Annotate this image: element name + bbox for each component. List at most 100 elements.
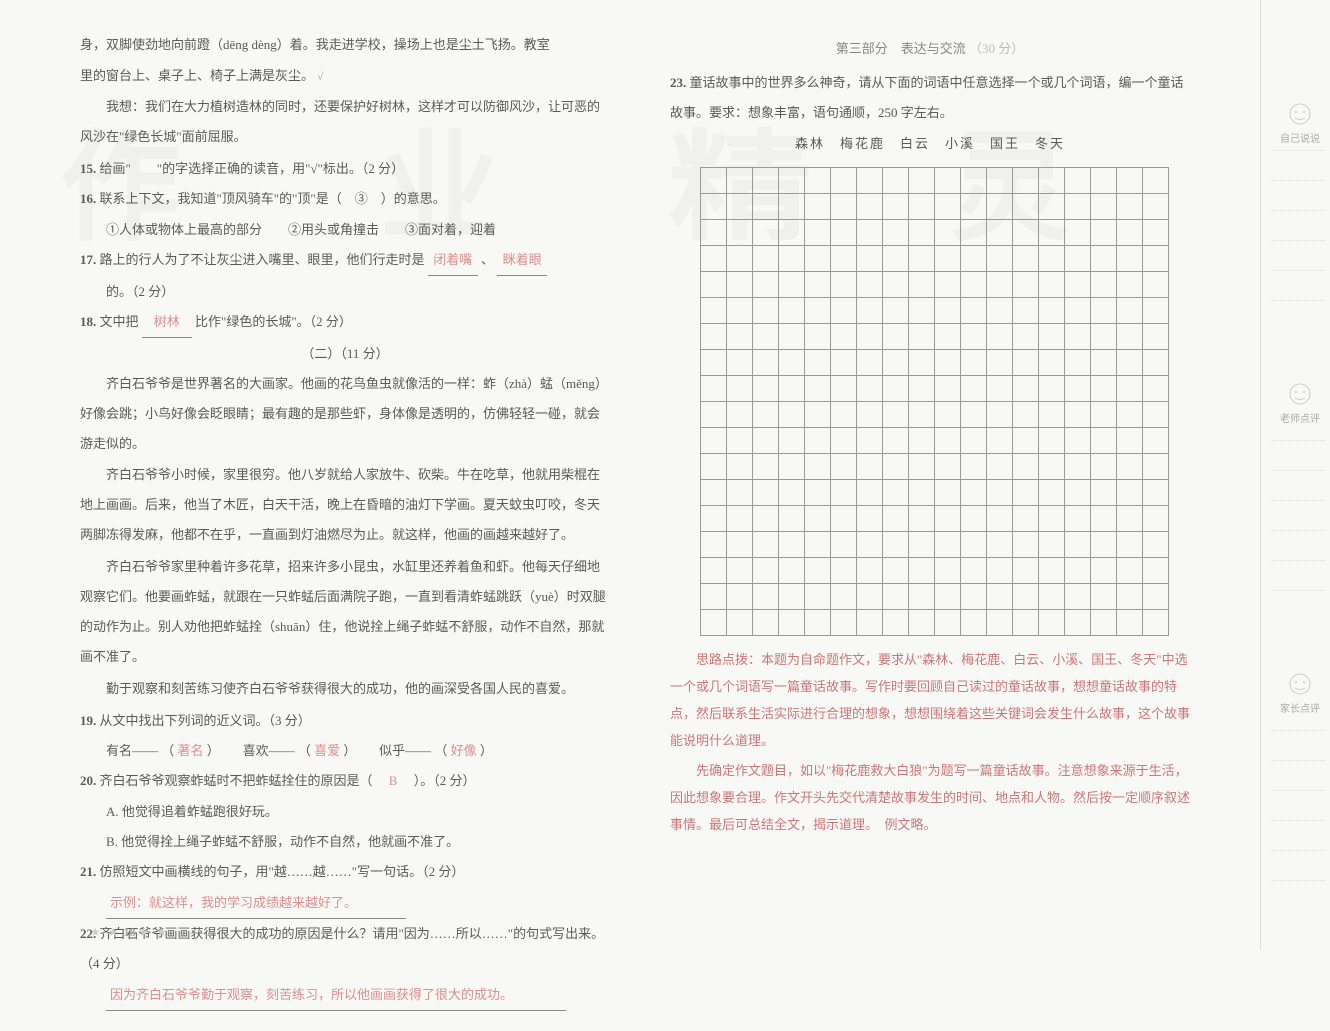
grid-cell	[1143, 193, 1169, 219]
grid-cell	[909, 193, 935, 219]
grid-cell	[1013, 401, 1039, 427]
grid-cell	[857, 271, 883, 297]
q19-a2: 喜爱	[314, 743, 340, 758]
grid-cell	[727, 557, 753, 583]
grid-cell	[701, 349, 727, 375]
q23-num: 23.	[670, 75, 686, 90]
grid-cell	[701, 583, 727, 609]
grid-cell	[701, 453, 727, 479]
grid-cell	[961, 167, 987, 193]
grid-cell	[1039, 297, 1065, 323]
margin-rule-line	[1270, 560, 1325, 561]
grid-cell	[935, 323, 961, 349]
grid-cell	[1039, 193, 1065, 219]
grid-cell	[883, 401, 909, 427]
grid-cell	[1091, 193, 1117, 219]
section3-points: （30 分）	[969, 41, 1024, 56]
grid-cell	[909, 271, 935, 297]
grid-cell	[1143, 349, 1169, 375]
grid-cell	[1143, 531, 1169, 557]
grid-cell	[857, 245, 883, 271]
grid-cell	[727, 427, 753, 453]
grid-cell	[883, 219, 909, 245]
grid-cell	[753, 349, 779, 375]
grid-cell	[857, 167, 883, 193]
grid-cell	[701, 427, 727, 453]
margin-rule-line	[1270, 790, 1325, 791]
q16-num: 16.	[80, 191, 96, 206]
section3-title: 第三部分 表达与交流	[836, 41, 966, 56]
grid-cell	[909, 297, 935, 323]
grid-cell	[1065, 401, 1091, 427]
grid-cell	[805, 193, 831, 219]
q15-text: 给画" "的字选择正确的读音，用"√"标出。（2 分）	[100, 161, 405, 176]
grid-cell	[831, 193, 857, 219]
grid-cell	[987, 401, 1013, 427]
grid-cell	[883, 453, 909, 479]
grid-cell	[727, 609, 753, 635]
grid-cell	[1143, 557, 1169, 583]
grid-cell	[805, 583, 831, 609]
grid-cell	[987, 557, 1013, 583]
grid-cell	[1065, 531, 1091, 557]
grid-cell	[987, 167, 1013, 193]
grid-cell	[1065, 557, 1091, 583]
grid-cell	[831, 375, 857, 401]
q15-num: 15.	[80, 161, 96, 176]
grid-cell	[857, 323, 883, 349]
writing-grid	[700, 167, 1190, 636]
grid-cell	[1091, 297, 1117, 323]
grid-cell	[779, 193, 805, 219]
grid-cell	[883, 531, 909, 557]
passage2-p2: 齐白石爷爷小时候，家里很穷。他八岁就给人家放牛、砍柴。牛在吃草，他就用柴棍在地上…	[80, 460, 610, 550]
grid-cell	[935, 245, 961, 271]
grid-cell	[1091, 167, 1117, 193]
grid-cell	[831, 609, 857, 635]
grid-cell	[1039, 609, 1065, 635]
right-column: 第三部分 表达与交流 （30 分） 23. 童话故事中的世界多么神奇，请从下面的…	[670, 30, 1190, 1011]
grid-cell	[701, 219, 727, 245]
question-21: 21. 仿照短文中画横线的句子，用"越……越……"写一句话。（2 分）	[80, 857, 610, 887]
grid-cell	[1013, 297, 1039, 323]
question-16: 16. 联系上下文，我知道"顶风骑车"的"顶"是（ ③ ）的意思。	[80, 184, 610, 214]
grid-cell	[909, 479, 935, 505]
grid-cell	[987, 375, 1013, 401]
grid-cell	[935, 505, 961, 531]
grid-cell	[883, 375, 909, 401]
grid-cell	[987, 531, 1013, 557]
side-badge-parent-label: 家长点评	[1280, 704, 1320, 715]
grid-cell	[961, 609, 987, 635]
q16-options: ①人体或物体上最高的部分 ②用头或角撞击 ③面对着，迎着	[80, 215, 610, 245]
grid-cell	[1117, 271, 1143, 297]
grid-cell	[779, 375, 805, 401]
grid-cell	[1013, 245, 1039, 271]
grid-cell	[961, 219, 987, 245]
grid-cell	[753, 427, 779, 453]
grid-cell	[779, 609, 805, 635]
grid-cell	[961, 583, 987, 609]
grid-cell	[1091, 323, 1117, 349]
grid-cell	[883, 167, 909, 193]
margin-rule-line	[1270, 470, 1325, 471]
grid-cell	[1065, 297, 1091, 323]
grid-cell	[909, 349, 935, 375]
q18-blank: 树林	[142, 307, 192, 338]
grid-cell	[961, 479, 987, 505]
grid-cell	[779, 349, 805, 375]
grid-cell	[727, 401, 753, 427]
grid-cell	[1039, 323, 1065, 349]
grid-cell	[1013, 427, 1039, 453]
grid-cell	[753, 453, 779, 479]
grid-cell	[1013, 167, 1039, 193]
grid-cell	[987, 193, 1013, 219]
grid-cell	[805, 505, 831, 531]
grid-cell	[831, 557, 857, 583]
grid-cell	[805, 609, 831, 635]
grid-cell	[883, 505, 909, 531]
grid-cell	[1065, 349, 1091, 375]
grid-cell	[779, 271, 805, 297]
q21-num: 21.	[80, 864, 96, 879]
grid-cell	[779, 401, 805, 427]
grid-cell	[1039, 505, 1065, 531]
grid-cell	[1039, 453, 1065, 479]
